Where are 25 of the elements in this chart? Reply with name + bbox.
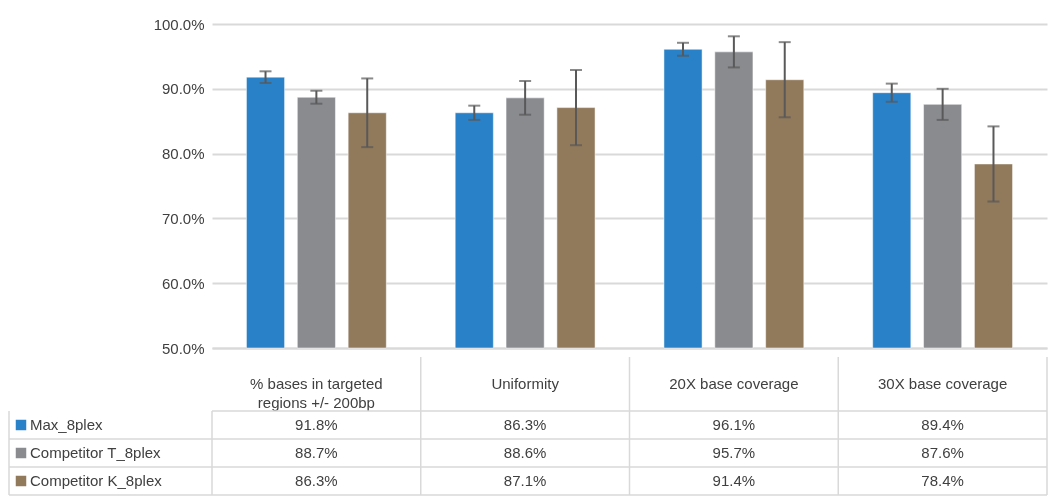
y-tick-label: 90.0% bbox=[161, 80, 205, 98]
data-label: 91.4% bbox=[712, 472, 756, 489]
data-label: 95.7% bbox=[712, 444, 756, 461]
y-tick-label: 100.0% bbox=[153, 15, 205, 33]
legend-label: Competitor K_8plex bbox=[30, 472, 163, 489]
y-tick-label: 80.0% bbox=[161, 145, 205, 163]
x-tick-label: 30X base coverage bbox=[877, 375, 1008, 392]
data-label: 86.3% bbox=[295, 472, 338, 489]
data-label: 78.4% bbox=[921, 472, 964, 489]
data-label: 89.4% bbox=[921, 416, 964, 433]
y-tick-label: 50.0% bbox=[161, 339, 205, 357]
y-tick-label: 70.0% bbox=[161, 209, 205, 227]
x-tick-label: 20X base coverage bbox=[669, 375, 799, 392]
data-label: 96.1% bbox=[712, 416, 756, 433]
data-label: 87.6% bbox=[921, 444, 964, 461]
x-tick-label: Uniformity bbox=[491, 375, 560, 392]
data-label: 91.8% bbox=[295, 416, 338, 433]
legend-label: Max_8plex bbox=[30, 416, 104, 433]
x-tick-label: % bases in targeted regions +/- 200bp bbox=[250, 375, 383, 411]
y-tick-label: 60.0% bbox=[161, 274, 205, 292]
data-label: 88.7% bbox=[295, 444, 338, 461]
data-label: 86.3% bbox=[503, 416, 547, 433]
data-label: 88.6% bbox=[503, 444, 547, 461]
data-label: 87.1% bbox=[503, 472, 547, 489]
legend-label: Competitor T_8plex bbox=[30, 444, 162, 461]
